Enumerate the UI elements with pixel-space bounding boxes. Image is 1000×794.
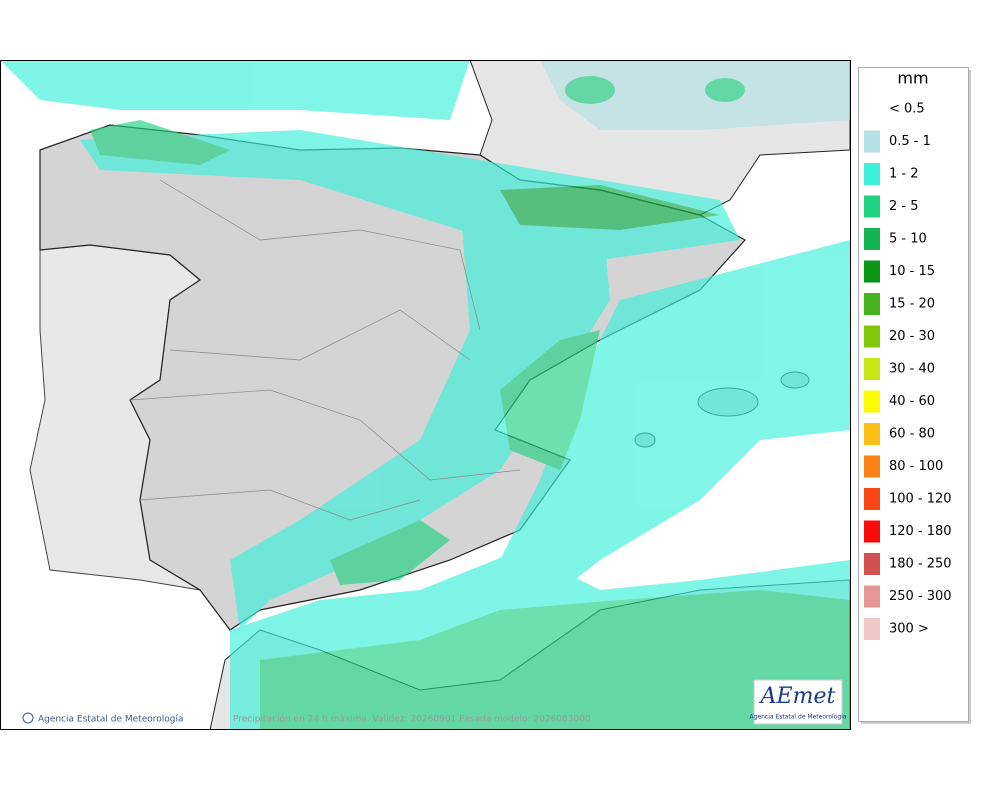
legend-swatch [864, 553, 880, 575]
copyright-icon [22, 712, 34, 724]
logo: AEmet Agencia Estatal de Meteorología [750, 679, 847, 725]
legend-label: 20 - 30 [889, 329, 935, 344]
map [1, 61, 850, 729]
legend-swatch [864, 520, 880, 543]
legend-label: 5 - 10 [889, 232, 927, 247]
legend-swatch [864, 488, 880, 510]
legend-label: 250 - 300 [889, 589, 952, 604]
legend-label: 80 - 100 [889, 459, 943, 474]
legend-swatch [864, 163, 880, 185]
legend-swatch [864, 455, 880, 478]
legend-swatch [864, 195, 880, 218]
legend-label: 0.5 - 1 [889, 134, 931, 149]
legend-swatch [864, 585, 880, 608]
legend-label: 100 - 120 [889, 492, 952, 507]
legend-label: 30 - 40 [889, 362, 935, 377]
legend-swatch [864, 423, 880, 445]
legend-label: 2 - 5 [889, 199, 919, 214]
legend-swatch [864, 293, 880, 315]
legend: mm < 0.5 0.5 - 1 1 - 2 2 - 5 5 - 10 10 - 15 15… [858, 67, 971, 724]
legend-swatch [864, 390, 880, 413]
logo-name: AEmet [759, 684, 836, 709]
legend-swatch [864, 130, 880, 153]
legend-swatch [864, 325, 880, 348]
caption: Precipitación en 24 h máxima. Validez: 2… [233, 714, 591, 725]
legend-swatch [864, 228, 880, 250]
legend-label: 1 - 2 [889, 167, 919, 182]
credit: Agencia Estatal de Meteorología [38, 715, 184, 725]
logo-subtitle: Agencia Estatal de Meteorología [750, 714, 847, 721]
legend-label: 40 - 60 [889, 394, 935, 409]
legend-label: < 0.5 [889, 102, 925, 117]
legend-label: 10 - 15 [889, 264, 935, 279]
legend-swatch [864, 618, 880, 640]
legend-label: 120 - 180 [889, 524, 952, 539]
legend-title: mm [897, 69, 928, 88]
legend-label: 180 - 250 [889, 557, 952, 572]
legend-label: 300 > [889, 622, 929, 637]
legend-swatch [864, 358, 880, 380]
legend-swatch [864, 260, 880, 283]
map-frame [0, 60, 851, 730]
legend-label: 15 - 20 [889, 297, 935, 312]
legend-label: 60 - 80 [889, 427, 935, 442]
